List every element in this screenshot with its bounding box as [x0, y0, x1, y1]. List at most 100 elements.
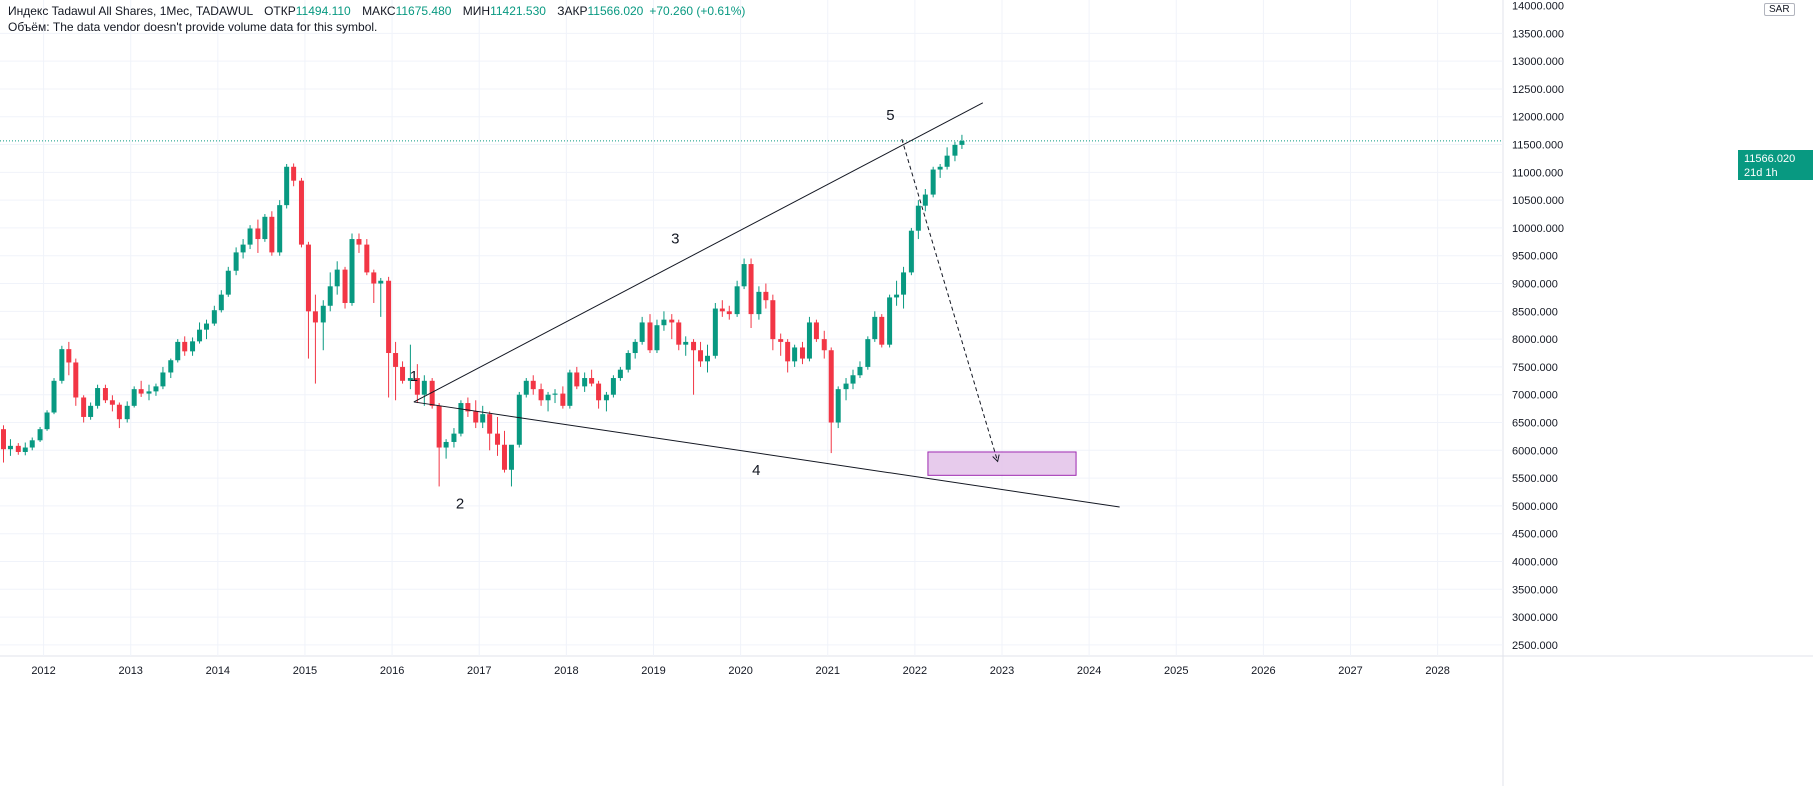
wave-label-5: 5 — [886, 107, 894, 124]
candle-body — [386, 280, 392, 354]
price-tick-label: 10500.000 — [1512, 195, 1564, 207]
price-tick-label: 2500.000 — [1512, 640, 1558, 652]
candlestick-series — [0, 134, 965, 487]
candle-body — [400, 366, 406, 381]
candle-body — [393, 353, 399, 367]
candle-body — [726, 311, 732, 315]
candle-body — [160, 372, 166, 387]
candle-body — [473, 411, 479, 423]
time-tick-label: 2024 — [1077, 665, 1101, 677]
candle-body — [879, 316, 885, 345]
candle-body — [356, 239, 362, 245]
wave-label-3: 3 — [671, 230, 679, 247]
candle-body — [813, 322, 819, 340]
drawings-layer[interactable] — [413, 102, 1120, 508]
candle-body — [29, 440, 35, 448]
projection-arrow-head — [992, 454, 1000, 463]
candle-body — [937, 166, 943, 170]
time-tick-label: 2020 — [728, 665, 752, 677]
time-tick-label: 2028 — [1425, 665, 1449, 677]
candle-body — [560, 393, 566, 406]
candle-body — [691, 341, 697, 351]
volume-note: Объём: The data vendor doesn't provide v… — [8, 20, 378, 34]
time-tick-label: 2025 — [1164, 665, 1188, 677]
candle-body — [778, 339, 784, 342]
candle-body — [22, 447, 28, 452]
candle-body — [262, 216, 268, 240]
candle-body — [298, 180, 304, 245]
time-tick-label: 2016 — [380, 665, 404, 677]
current-price-value: 11566.020 — [1744, 153, 1796, 165]
candle-body — [734, 286, 740, 315]
candle-body — [589, 378, 595, 384]
candle-body — [51, 380, 57, 413]
candle-body — [211, 310, 217, 324]
candle-body — [770, 300, 776, 340]
candle-body — [175, 341, 181, 361]
price-tick-label: 12500.000 — [1512, 84, 1564, 96]
candle-body — [378, 280, 384, 284]
candle-body — [887, 297, 893, 345]
price-tick-label-top: 14000.000 — [1512, 1, 1564, 13]
time-axis: 2012 2013 2014 2015 2016 2017 2018 2019 2020 2021… — [31, 665, 1450, 677]
candle-body — [480, 414, 486, 423]
candle-body — [436, 405, 442, 448]
price-tick-label: 7500.000 — [1512, 362, 1558, 374]
candle-body — [305, 244, 311, 312]
candle-body — [806, 322, 812, 359]
candle-body — [901, 272, 907, 295]
candle-body — [610, 378, 616, 395]
price-tick-label: 10000.000 — [1512, 223, 1564, 235]
candle-body — [712, 308, 718, 356]
candle-body — [792, 347, 798, 362]
candle-body — [538, 389, 544, 401]
candle-body — [603, 394, 609, 401]
time-tick-label: 2017 — [467, 665, 491, 677]
close-label: ЗАКР — [557, 4, 588, 18]
candle-body — [915, 205, 921, 231]
low-label: МИН — [462, 4, 491, 18]
price-tick-label: 13500.000 — [1512, 28, 1564, 40]
candle-body — [495, 433, 501, 445]
candle-body — [785, 341, 791, 362]
price-tick-label: 9500.000 — [1512, 251, 1558, 263]
time-tick-label: 2019 — [641, 665, 665, 677]
current-price-badge: 11566.020 21d 1h — [1738, 150, 1813, 180]
time-tick-label: 2022 — [903, 665, 927, 677]
candle-body — [247, 228, 253, 245]
candle-body — [748, 264, 754, 315]
candle-body — [596, 383, 602, 401]
candle-body — [138, 389, 144, 394]
candle-body — [349, 239, 355, 303]
candle-body — [146, 391, 152, 394]
candle-body — [669, 319, 675, 323]
candle-body — [240, 244, 246, 253]
candle-body — [414, 378, 420, 395]
wave-labels: 1 2 3 4 5 — [410, 107, 895, 513]
candle-body — [741, 264, 747, 287]
candle-body — [661, 319, 667, 326]
currency-badge[interactable]: SAR — [1764, 3, 1795, 16]
price-tick-label: 11500.000 — [1512, 140, 1563, 152]
candle-body — [944, 155, 950, 167]
price-tick-label: 8000.000 — [1512, 334, 1558, 346]
candle-body — [632, 341, 638, 354]
candle-body — [719, 308, 725, 312]
high-value: 11675.480 — [395, 4, 452, 18]
time-tick-label: 2026 — [1251, 665, 1275, 677]
open-label: ОТКР — [264, 4, 296, 18]
candle-body — [218, 294, 224, 311]
wave-label-2: 2 — [456, 495, 464, 512]
candle-body — [81, 397, 87, 417]
price-tick-label: 5500.000 — [1512, 473, 1558, 485]
low-value: 11421.530 — [490, 4, 546, 18]
candle-body — [821, 339, 827, 351]
candle-body — [683, 341, 689, 345]
price-tick-label: 4000.000 — [1512, 556, 1558, 568]
candle-body — [647, 322, 653, 351]
candle-body — [312, 311, 318, 323]
candle-body — [15, 445, 21, 452]
candle-body — [342, 269, 348, 303]
